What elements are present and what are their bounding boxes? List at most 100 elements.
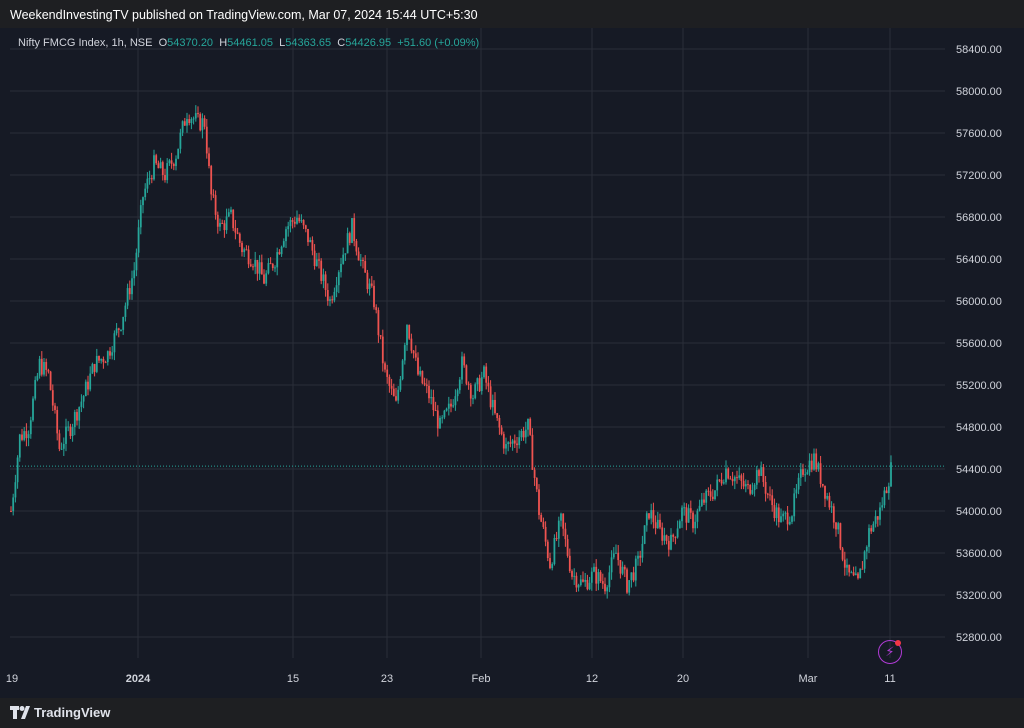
candle-body xyxy=(65,426,67,444)
candle-body xyxy=(573,575,576,577)
candle-body xyxy=(885,490,888,494)
candle-body xyxy=(98,355,100,361)
candle-body xyxy=(505,444,507,449)
candle-body xyxy=(648,513,650,519)
candle-body xyxy=(58,433,61,449)
candle-body xyxy=(786,512,789,525)
candle-body xyxy=(100,358,103,361)
candle-body xyxy=(249,264,252,267)
candle-body xyxy=(711,496,714,500)
candle-body xyxy=(736,477,738,479)
candle-body xyxy=(549,558,551,569)
candle-body xyxy=(619,560,622,574)
candle-body xyxy=(230,209,232,213)
candle-body xyxy=(443,410,446,418)
candle-body xyxy=(84,381,87,397)
y-tick-label: 55200.00 xyxy=(956,380,1002,392)
candle-body xyxy=(447,403,450,409)
y-tick-label: 54800.00 xyxy=(956,422,1002,434)
candle-body xyxy=(681,507,683,522)
candle-body xyxy=(643,525,646,544)
candle-body xyxy=(388,376,391,386)
candle-body xyxy=(760,467,763,476)
candle-body xyxy=(78,407,81,421)
candle-body xyxy=(146,178,149,189)
candle-body xyxy=(890,462,892,487)
candle-body xyxy=(148,178,151,180)
candle-body xyxy=(656,519,659,529)
candle-body xyxy=(236,232,239,234)
x-tick-label: 23 xyxy=(381,673,393,685)
candle-body xyxy=(703,499,705,503)
candle-body xyxy=(687,508,690,523)
x-tick-label: 2024 xyxy=(126,673,151,685)
candle-body xyxy=(489,386,492,408)
candle-body xyxy=(445,408,448,411)
candle-body xyxy=(674,536,677,538)
candle-body xyxy=(494,399,496,414)
candle-body xyxy=(157,163,160,169)
candle-body xyxy=(606,587,609,592)
candle-body xyxy=(709,491,712,497)
candle-body xyxy=(865,546,868,552)
candle-body xyxy=(751,490,754,494)
candle-body xyxy=(139,205,142,228)
candle-body xyxy=(362,259,364,262)
candle-body xyxy=(511,440,514,444)
candle-body xyxy=(91,364,94,374)
candle-body xyxy=(412,350,415,354)
candle-body xyxy=(181,121,184,133)
candle-body xyxy=(364,261,367,273)
candle-body xyxy=(830,506,833,508)
candle-body xyxy=(678,521,681,529)
candle-body xyxy=(69,426,72,436)
candle-body xyxy=(45,361,48,370)
candle-body xyxy=(553,537,556,565)
candle-body xyxy=(421,370,424,384)
candle-body xyxy=(630,572,633,581)
candle-body xyxy=(577,585,580,588)
candle-body xyxy=(584,579,587,582)
candle-body xyxy=(599,572,602,582)
symbol-label[interactable]: Nifty FMCG Index, 1h, NSE xyxy=(18,37,153,49)
candle-body xyxy=(491,399,494,408)
candle-body xyxy=(219,222,221,227)
candle-body xyxy=(771,495,774,506)
candle-body xyxy=(496,413,499,418)
candle-body xyxy=(720,479,723,484)
candle-body xyxy=(115,328,118,334)
candle-body xyxy=(824,485,826,499)
candle-body xyxy=(749,484,752,494)
chart-area[interactable]: 52800.00 53200.00 53600.00 54000.00 54400.00… xyxy=(0,28,1024,698)
candle-body xyxy=(419,370,422,375)
candle-body xyxy=(861,568,864,570)
y-tick-label: 56400.00 xyxy=(956,254,1002,266)
candle-body xyxy=(564,528,567,540)
candle-body xyxy=(260,262,263,275)
candle-body xyxy=(725,468,727,483)
candle-body xyxy=(843,559,846,568)
flash-icon[interactable]: ⚡ xyxy=(878,640,902,664)
open-value: 54370.20 xyxy=(167,37,214,49)
candle-body xyxy=(377,310,380,336)
candle-body xyxy=(71,427,74,436)
chart-svg[interactable]: 52800.00 53200.00 53600.00 54000.00 54400.00… xyxy=(0,28,1024,698)
candle-body xyxy=(551,564,554,569)
candle-body xyxy=(667,540,670,550)
candle-body xyxy=(857,573,859,579)
candle-body xyxy=(243,249,246,253)
candle-body xyxy=(346,233,349,254)
candle-body xyxy=(516,443,518,446)
candle-body xyxy=(43,361,45,375)
candle-body xyxy=(73,412,76,428)
candle-body xyxy=(190,119,193,124)
candle-body xyxy=(887,486,890,494)
candle-body xyxy=(131,278,133,295)
candle-body xyxy=(852,572,855,576)
candle-body xyxy=(150,178,153,180)
candle-body xyxy=(654,522,657,529)
candle-body xyxy=(82,396,85,402)
candle-body xyxy=(296,217,298,224)
candle-body xyxy=(399,379,402,390)
candle-body xyxy=(507,442,510,445)
